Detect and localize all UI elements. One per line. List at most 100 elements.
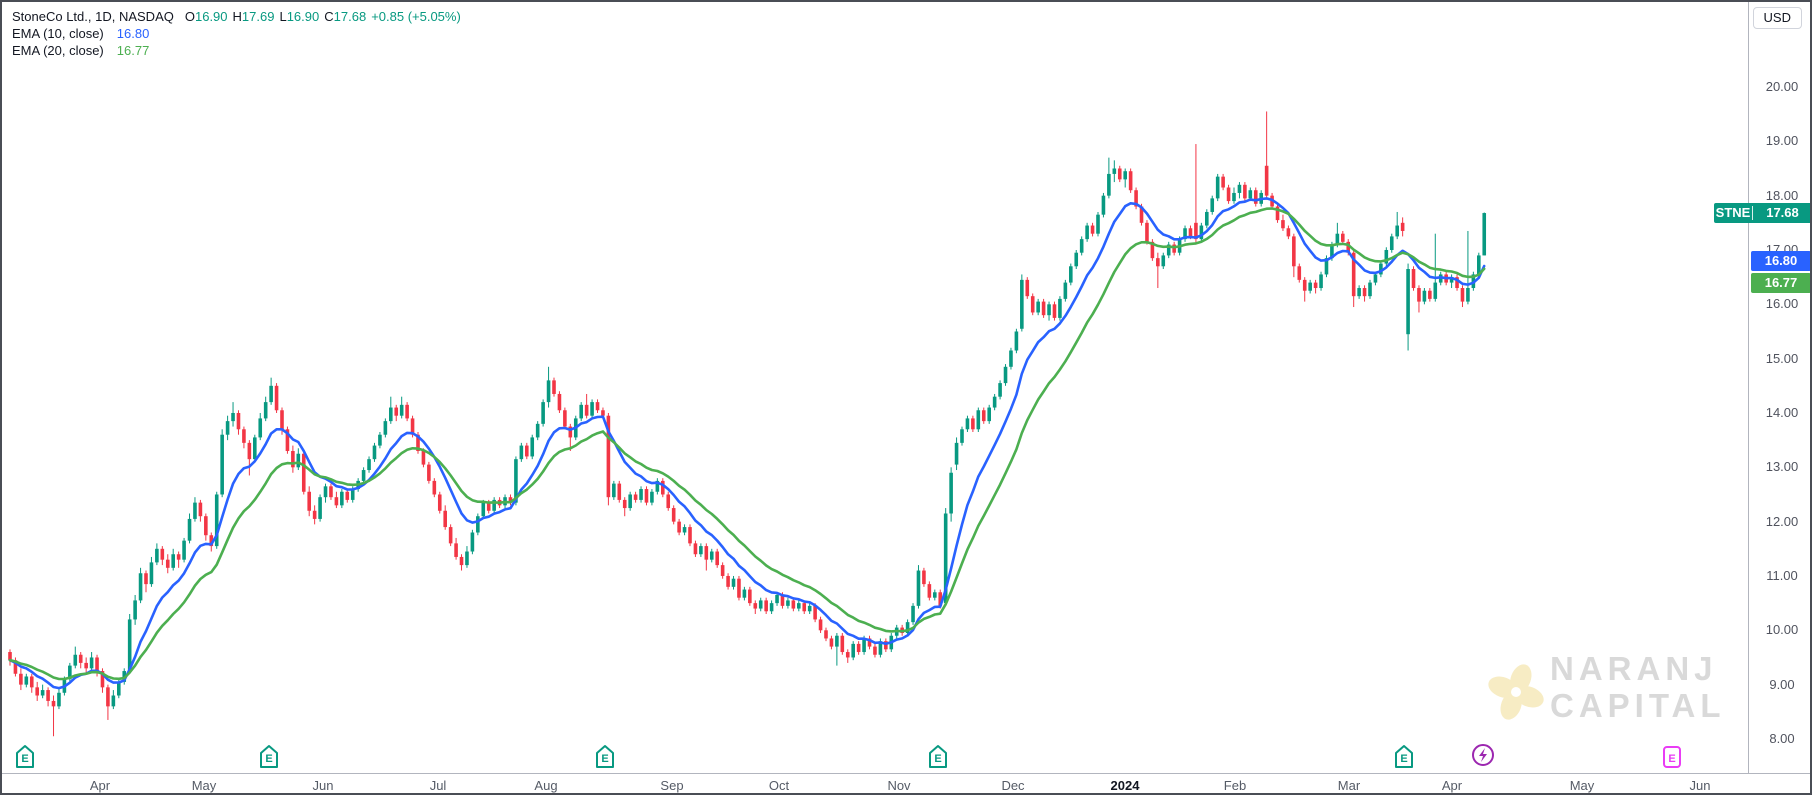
candle	[389, 396, 393, 424]
candle	[225, 415, 230, 441]
candle	[699, 543, 703, 557]
candle	[612, 480, 616, 500]
candle	[530, 434, 535, 460]
ohlc-close: C17.68	[324, 9, 367, 24]
candle	[1205, 209, 1209, 229]
candle	[1047, 301, 1051, 321]
time-axis-label: Jun	[1689, 778, 1711, 793]
candle	[927, 581, 932, 601]
candle	[519, 442, 524, 462]
candle	[46, 687, 50, 707]
candle	[655, 478, 660, 495]
candle	[758, 597, 763, 612]
candle	[867, 635, 872, 650]
candle	[236, 410, 241, 435]
svg-text:E: E	[1668, 753, 1675, 765]
candle	[590, 399, 594, 419]
candle	[726, 573, 730, 590]
candle	[835, 633, 839, 666]
candle	[220, 429, 224, 498]
earnings-icon[interactable]: E	[596, 745, 614, 768]
candle	[1215, 173, 1220, 202]
ohlc-low-value: 16.90	[286, 9, 320, 24]
svg-text:E: E	[934, 753, 941, 765]
candle	[1107, 157, 1111, 199]
candle	[312, 505, 317, 525]
candle	[1286, 225, 1291, 240]
candle	[644, 486, 649, 506]
candle	[258, 412, 263, 441]
earnings-icon[interactable]: E	[1395, 745, 1413, 768]
candle	[1183, 225, 1187, 242]
candle	[214, 491, 219, 549]
ema20-value: 16.77	[116, 43, 150, 58]
indicator-legend-ema20[interactable]: EMA (20, close) 16.77	[12, 42, 461, 59]
candle	[378, 431, 382, 449]
time-axis[interactable]: Apr May Jun Jul Aug Sep Oct Nov Dec 2024 Feb Mar Apr…	[2, 773, 1810, 793]
ema-10-line[interactable]	[8, 197, 1486, 690]
candle	[193, 497, 197, 522]
candle	[731, 575, 736, 590]
candle	[242, 426, 246, 449]
svg-text:E: E	[601, 753, 608, 765]
candle	[470, 529, 475, 555]
candle	[840, 633, 845, 655]
currency-button[interactable]: USD	[1752, 7, 1802, 29]
candle	[1379, 260, 1383, 278]
candle	[106, 684, 110, 720]
time-axis-label: Dec	[1001, 778, 1025, 793]
candle	[987, 404, 991, 424]
candle	[1172, 241, 1176, 256]
candle	[541, 399, 545, 427]
candle	[748, 586, 752, 606]
price-axis[interactable]: STNE 17.68 16.80 16.77 20.00 19.00 18.00 17…	[1714, 2, 1810, 773]
last-price-tag: STNE 17.68	[1714, 203, 1810, 224]
candle	[1460, 285, 1465, 308]
candle	[639, 486, 643, 503]
candle	[394, 404, 399, 422]
candle	[595, 399, 600, 413]
candle	[1455, 274, 1459, 291]
candle	[535, 421, 540, 441]
earnings-icon[interactable]: E	[1663, 746, 1681, 768]
ema-20-line[interactable]	[8, 207, 1486, 681]
candle	[1036, 298, 1040, 316]
earnings-icon[interactable]: E	[929, 745, 947, 768]
candle	[263, 396, 268, 422]
price-chart-pane[interactable]: E E E E E E StoneCo Ltd., 1D, NASDAQ O16.90 H…	[2, 2, 1748, 773]
svg-text:E: E	[21, 753, 28, 765]
candle	[432, 478, 437, 498]
price-axis-label: 19.00	[1765, 133, 1799, 149]
upcoming-event-icon[interactable]	[1472, 744, 1494, 766]
earnings-icon[interactable]: E	[16, 745, 34, 768]
candle	[160, 546, 165, 566]
change-value: +0.85 (+5.05%)	[371, 9, 461, 24]
price-axis-label: 8.00	[1769, 730, 1795, 746]
candle	[1308, 279, 1312, 294]
candle	[546, 366, 551, 408]
candle	[753, 600, 758, 615]
candle	[51, 695, 56, 737]
candle	[693, 540, 698, 557]
candle	[231, 402, 235, 427]
symbol-legend-row[interactable]: StoneCo Ltd., 1D, NASDAQ O16.90 H17.69 L…	[12, 8, 461, 25]
indicator-legend-ema10[interactable]: EMA (10, close) 16.80	[12, 25, 461, 42]
candle	[557, 391, 562, 413]
candle	[661, 478, 665, 498]
svg-text:E: E	[265, 753, 272, 765]
candle	[563, 407, 567, 430]
candle	[1319, 271, 1323, 291]
candle	[971, 415, 975, 432]
candle	[1009, 347, 1013, 370]
time-axis-label: Apr	[1441, 778, 1463, 793]
svg-text:E: E	[1400, 753, 1407, 765]
candle	[922, 567, 926, 587]
candle	[274, 383, 279, 413]
candle	[253, 434, 257, 462]
candle	[628, 491, 632, 511]
ohlc-low: L16.90	[279, 9, 320, 24]
candle	[1253, 187, 1258, 207]
earnings-icon[interactable]: E	[260, 745, 278, 768]
candle	[383, 418, 388, 438]
